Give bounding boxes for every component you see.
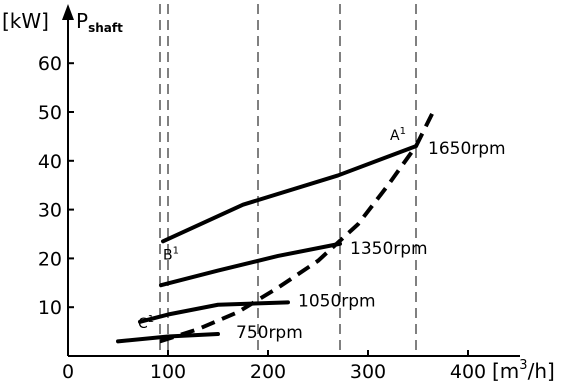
y-tick-label-2: 30 (38, 200, 62, 222)
x-axis-unit-sup: 3 (519, 358, 527, 373)
point-superscript-C: 1 (148, 314, 154, 325)
point-label-B: B1 (163, 245, 179, 263)
series-line-1050rpm (138, 300, 290, 324)
system-curve-line (159, 111, 435, 344)
y-axis-subscript: shaft (88, 21, 123, 35)
series-lines (116, 144, 418, 344)
y-axis-title: Pshaft (76, 9, 123, 35)
y-tick-label-1: 20 (38, 248, 62, 270)
series-label-1650rpm: 1650rpm (428, 139, 506, 159)
point-letter-B: B (163, 247, 173, 263)
y-tick-label-4: 50 (38, 102, 62, 124)
point-superscript-B: 1 (173, 245, 179, 256)
point-label-C: C1 (138, 314, 154, 332)
y-tick-label-3: 40 (38, 151, 62, 173)
y-tick-label-0: 10 (38, 297, 62, 319)
x-axis-unit: [m3/h] (492, 358, 555, 383)
series-line-1350rpm (159, 241, 342, 288)
y-ticks: 10 20 30 40 50 60 (38, 53, 74, 319)
x-tick-label-3: 300 (350, 361, 386, 383)
x-tick-label-4: 400 (450, 361, 486, 383)
y-axis-unit: [kW] (2, 9, 49, 33)
point-letter-C: C (138, 316, 148, 332)
point-letter-A: A (390, 128, 400, 144)
vertical-dashed-guides (159, 4, 417, 356)
x-tick-label-1: 100 (150, 361, 186, 383)
axes (62, 4, 520, 357)
x-tick-label-0: 0 (62, 361, 74, 383)
x-axis-unit-post: /h] (528, 359, 555, 383)
y-axis-symbol: P (76, 9, 88, 33)
y-tick-label-5: 60 (38, 53, 62, 75)
y-axis-arrow (62, 4, 74, 20)
x-axis-unit-pre: [m (492, 359, 519, 383)
point-label-A: A1 (390, 126, 406, 144)
x-ticks: 0 100 200 300 400 (62, 350, 486, 383)
system-curve (159, 111, 435, 344)
series-label-750rpm: 750rpm (236, 323, 303, 343)
series-line-750rpm (116, 332, 220, 344)
series-line-1650rpm (161, 144, 418, 244)
point-superscript-A: 1 (400, 126, 406, 137)
series-labels: 1650rpm 1350rpm 1050rpm 750rpm (236, 139, 506, 343)
series-label-1350rpm: 1350rpm (350, 239, 428, 259)
series-label-1050rpm: 1050rpm (298, 291, 376, 311)
x-tick-label-2: 200 (250, 361, 286, 383)
